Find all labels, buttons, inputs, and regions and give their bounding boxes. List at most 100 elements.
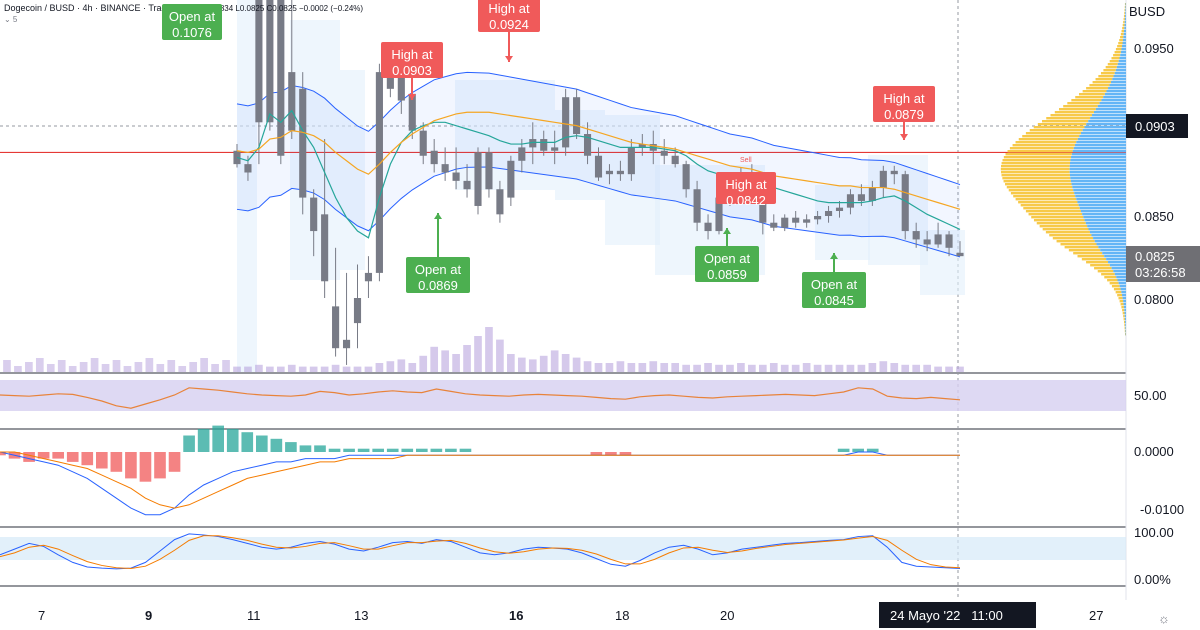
- volume-profile-sell-bar: [1116, 66, 1126, 69]
- volume-profile-buy-bar: [1059, 108, 1096, 111]
- volume-profile-buy-bar: [1097, 270, 1114, 273]
- candle-body: [583, 134, 592, 156]
- candle-body: [846, 194, 855, 208]
- volume-profile-buy-bar: [1060, 243, 1097, 246]
- volume-profile-sell-bar: [1100, 249, 1126, 252]
- volume-bar: [528, 359, 537, 372]
- volume-profile-sell-bar: [1109, 264, 1126, 267]
- volume-bar: [890, 363, 899, 372]
- volume-bar: [79, 362, 88, 372]
- volume-profile-buy-bar: [1089, 84, 1110, 87]
- macd-histogram-bar: [81, 452, 94, 466]
- volume-profile-buy-bar: [1119, 39, 1123, 42]
- volume-bar: [824, 364, 833, 372]
- indicator-toggle[interactable]: ⌄ 5: [4, 15, 18, 24]
- volume-profile-sell-bar: [1069, 171, 1126, 174]
- svg-text:0.0903: 0.0903: [392, 63, 432, 78]
- volume-bar: [222, 360, 230, 372]
- rsi-line: [0, 387, 961, 409]
- candle-body: [321, 214, 329, 282]
- volume-profile-buy-bar: [1122, 312, 1125, 315]
- volume-bar: [704, 363, 712, 372]
- volume-profile-sell-bar: [1069, 165, 1126, 168]
- candle-body: [540, 139, 548, 151]
- volume-profile-sell-bar: [1097, 105, 1126, 108]
- volume-bar: [419, 355, 428, 372]
- volume-bar: [474, 336, 482, 372]
- volume-profile-buy-bar: [1098, 75, 1114, 78]
- volume-profile-sell-bar: [1122, 297, 1126, 300]
- volume-bar: [594, 363, 603, 372]
- candle-body: [441, 164, 449, 173]
- volume-bar: [331, 364, 340, 372]
- svg-text:0.1076: 0.1076: [172, 25, 212, 40]
- settings-gear-icon[interactable]: ☼: [1158, 611, 1170, 626]
- volume-bar: [101, 364, 110, 372]
- volume-profile-buy-bar: [1124, 333, 1126, 336]
- macd-histogram-bar: [328, 448, 341, 452]
- volume-profile-buy-bar: [1120, 36, 1124, 39]
- candle-body: [299, 88, 307, 198]
- volume-profile-buy-bar: [1124, 9, 1126, 12]
- volume-bar: [364, 366, 373, 372]
- volume-profile-sell-bar: [1108, 261, 1126, 264]
- volume-profile-buy-bar: [1086, 261, 1109, 264]
- volume-bar: [791, 364, 800, 372]
- volume-bar: [605, 363, 614, 372]
- stoch-d-line: [0, 535, 961, 569]
- session-box: [455, 80, 555, 190]
- volume-bar: [430, 346, 439, 372]
- volume-profile-buy-bar: [1120, 33, 1124, 36]
- volume-profile-buy-bar: [1037, 123, 1087, 126]
- volume-profile-buy-bar: [1073, 252, 1103, 255]
- volume-bar: [780, 364, 789, 372]
- volume-profile-sell-bar: [1077, 201, 1126, 204]
- volume-profile-buy-bar: [1118, 42, 1123, 45]
- annotation-high-0879: High at0.0879: [873, 86, 935, 140]
- volume-profile-buy-bar: [1124, 12, 1126, 15]
- volume-bar: [572, 357, 581, 372]
- candle-body: [277, 0, 285, 156]
- volume-bar: [298, 366, 307, 372]
- volume-profile-sell-bar: [1115, 69, 1126, 72]
- volume-profile-buy-bar: [1000, 171, 1070, 174]
- candle-body: [715, 197, 723, 232]
- volume-bar: [638, 363, 647, 372]
- volume-profile-buy-bar: [1023, 207, 1080, 210]
- macd-histogram-bar: [866, 448, 879, 452]
- volume-profile-sell-bar: [1117, 63, 1126, 66]
- svg-text:High at: High at: [391, 47, 433, 62]
- volume-bar: [189, 362, 198, 372]
- volume-profile-sell-bar: [1125, 12, 1126, 15]
- volume-profile-sell-bar: [1082, 213, 1126, 216]
- macd-histogram-bar: [605, 452, 617, 456]
- volume-profile-sell-bar: [1123, 30, 1126, 33]
- volume-profile-sell-bar: [1075, 195, 1126, 198]
- macd-histogram-bar: [23, 452, 35, 462]
- macd-histogram-bar: [197, 428, 210, 452]
- macd-histogram-bar: [226, 428, 239, 452]
- volume-profile-buy-bar: [1123, 15, 1126, 18]
- volume-profile-sell-bar: [1124, 24, 1126, 27]
- volume-profile-buy-bar: [1117, 45, 1123, 48]
- volume-bar: [408, 363, 417, 372]
- volume-profile-buy-bar: [1001, 174, 1070, 177]
- volume-profile-sell-bar: [1074, 144, 1126, 147]
- candle-body: [682, 164, 690, 190]
- volume-profile-buy-bar: [1090, 264, 1110, 267]
- volume-profile-sell-bar: [1108, 87, 1126, 90]
- x-tick: 7: [38, 608, 45, 623]
- svg-text:0.0879: 0.0879: [884, 107, 924, 122]
- sell-marker: Sell: [740, 157, 752, 164]
- volume-profile-buy-bar: [1094, 267, 1112, 270]
- session-box: [237, 0, 257, 372]
- session-box: [868, 155, 928, 265]
- volume-bar: [386, 361, 395, 372]
- x-tick: 11: [247, 608, 261, 623]
- volume-bar: [715, 364, 723, 372]
- candle-body: [375, 72, 383, 273]
- volume-profile-sell-bar: [1123, 303, 1126, 306]
- volume-profile-buy-bar: [1075, 96, 1104, 99]
- volume-profile-sell-bar: [1090, 117, 1126, 120]
